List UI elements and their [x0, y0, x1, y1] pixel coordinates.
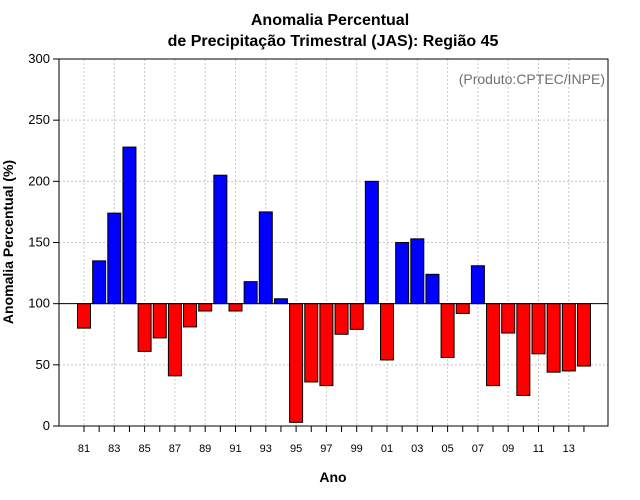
- x-tick-label: 03: [411, 443, 423, 455]
- bar-13: [561, 303, 576, 372]
- bar-81: [77, 303, 91, 329]
- x-tick-label: 81: [78, 443, 90, 455]
- bar-95: [289, 303, 304, 423]
- bar-05: [440, 303, 455, 358]
- bar-09: [501, 303, 516, 334]
- bar-00: [364, 180, 379, 305]
- y-tick-label: 300: [28, 51, 50, 66]
- x-tick-label: 01: [381, 443, 393, 455]
- x-tick-label: 83: [108, 443, 120, 455]
- y-axis-label: Anomalia Percentual (%): [0, 160, 16, 324]
- y-tick-label: 100: [28, 296, 50, 311]
- bar-12: [546, 303, 561, 373]
- x-tick-label: 93: [260, 443, 272, 455]
- bar-97: [319, 303, 334, 387]
- bar-91: [228, 303, 243, 312]
- bar-98: [334, 303, 349, 335]
- y-tick-label: 200: [28, 173, 50, 188]
- x-tick-label: 07: [472, 443, 484, 455]
- x-tick-label: 99: [351, 443, 363, 455]
- bar-94: [273, 298, 288, 305]
- bar-11: [531, 303, 546, 355]
- bar-90: [213, 174, 228, 305]
- bar-06: [455, 303, 470, 314]
- x-tick-label: 91: [229, 443, 241, 455]
- x-axis-label: Ano: [319, 469, 346, 485]
- bar-84: [122, 146, 137, 305]
- x-tick-label: 11: [533, 443, 544, 455]
- x-tick-label: 13: [563, 443, 575, 455]
- bar-03: [410, 238, 425, 305]
- chart-title-line2: de Precipitação Trimestral (JAS): Região…: [168, 33, 499, 50]
- bar-86: [152, 303, 167, 339]
- bar-02: [395, 242, 410, 305]
- bar-96: [304, 303, 319, 383]
- bar-85: [137, 303, 152, 352]
- chart-title-line1: Anomalia Percentual: [251, 12, 409, 29]
- bar-89: [198, 303, 213, 312]
- bar-93: [258, 211, 273, 305]
- bar-14: [576, 303, 591, 367]
- bar-01: [380, 303, 394, 361]
- bar-07: [470, 265, 485, 305]
- bar-08: [486, 303, 501, 387]
- x-tick-label: 89: [199, 443, 211, 455]
- x-tick-label: 05: [441, 443, 453, 455]
- y-tick-label: 50: [36, 357, 50, 372]
- bar-83: [107, 212, 122, 305]
- x-tick-label: 09: [502, 443, 514, 455]
- x-tick-label: 97: [320, 443, 332, 455]
- bar-88: [183, 303, 198, 328]
- bar-10: [516, 303, 531, 396]
- bar-87: [167, 303, 182, 377]
- bar-82: [92, 260, 107, 305]
- y-tick-label: 150: [28, 235, 50, 250]
- bar-04: [425, 273, 440, 305]
- y-tick-label: 250: [28, 112, 50, 127]
- y-tick-label: 0: [43, 418, 50, 433]
- x-tick-label: 85: [138, 443, 150, 455]
- bar-92: [243, 281, 258, 305]
- bars: [77, 146, 591, 423]
- bar-99: [349, 303, 364, 330]
- x-tick-label: 95: [290, 443, 302, 455]
- source-annotation: (Produto:CPTEC/INPE): [459, 71, 605, 87]
- x-tick-label: 87: [169, 443, 181, 455]
